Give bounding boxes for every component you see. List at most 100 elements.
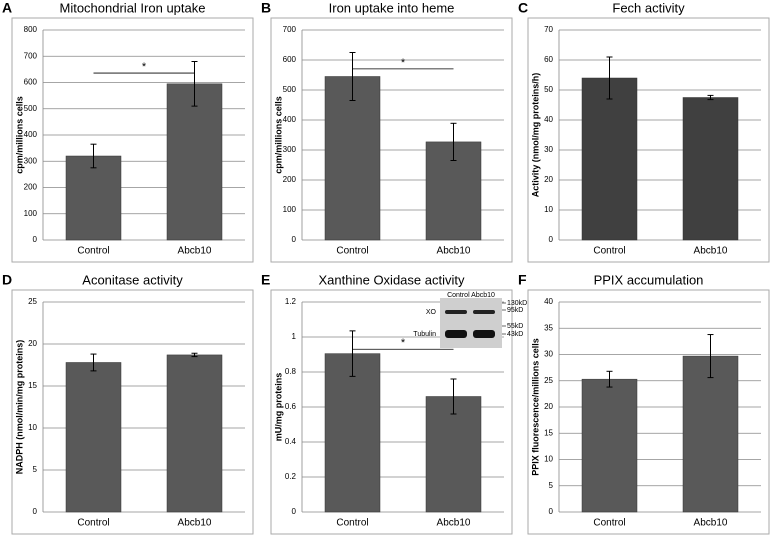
panel-frame <box>11 17 254 263</box>
y-tick-label: 10 <box>28 423 37 432</box>
y-axis-label: cpm/millions cells <box>14 96 24 174</box>
panel-letter: B <box>261 0 271 16</box>
marker-label: 130kD <box>507 300 527 307</box>
y-tick-label: 0 <box>292 235 297 244</box>
y-tick-label: 10 <box>544 455 553 464</box>
blot-label: XO <box>426 309 437 316</box>
y-axis-label: mU/mg proteins <box>273 373 283 442</box>
y-tick-label: 400 <box>283 115 297 124</box>
blot-header: Control Abcb10 <box>447 292 495 299</box>
y-tick-label: 5 <box>549 481 554 490</box>
y-tick-label: 0.2 <box>285 472 297 481</box>
x-tick-label: Control <box>593 246 625 257</box>
panel-letter: E <box>261 272 270 288</box>
y-tick-label: 40 <box>544 297 553 306</box>
blot-label: Tubulin <box>413 331 436 338</box>
panel: B Iron uptake into heme cpm/millions cells… <box>261 0 513 263</box>
chart-title: Iron uptake into heme <box>329 0 455 15</box>
y-axis-label: PPIX fluorescence/millions cells <box>530 338 540 476</box>
panel-frame <box>527 17 770 263</box>
y-tick-label: 0 <box>33 507 38 516</box>
panel-letter: D <box>2 272 12 288</box>
x-tick-label: Control <box>77 246 109 257</box>
y-tick-label: 200 <box>24 183 38 192</box>
significance-label: * <box>142 61 147 73</box>
y-tick-label: 0 <box>292 507 297 516</box>
x-tick-label: Control <box>593 518 625 529</box>
panel: C Fech activity Activity (nmol/mg proteins… <box>518 0 770 263</box>
bar <box>65 155 122 241</box>
y-tick-label: 700 <box>283 25 297 34</box>
significance-label: * <box>401 337 406 349</box>
panel: A Mitochondrial Iron uptake cpm/millions c… <box>2 0 254 263</box>
x-tick-label: Control <box>336 518 368 529</box>
y-axis-label: NADPH (nmol/min/mg proteins) <box>14 340 24 475</box>
y-tick-label: 0 <box>549 507 554 516</box>
y-tick-label: 25 <box>28 297 37 306</box>
y-tick-label: 20 <box>544 402 553 411</box>
panel: D Aconitase activity NADPH (nmol/min/mg pr… <box>2 272 254 535</box>
bar <box>581 77 638 241</box>
blot-background <box>440 298 502 348</box>
panel-frame <box>11 289 254 535</box>
x-tick-label: Control <box>336 246 368 257</box>
y-axis-label: cpm/millions cells <box>273 96 283 174</box>
y-tick-label: 40 <box>544 115 553 124</box>
significance-label: * <box>401 57 406 69</box>
panel-letter: A <box>2 0 12 16</box>
y-tick-label: 60 <box>544 55 553 64</box>
x-tick-label: Abcb10 <box>437 246 471 257</box>
chart-title: Fech activity <box>612 0 685 15</box>
y-tick-label: 0.4 <box>285 437 297 446</box>
blot-band <box>473 330 495 338</box>
bar <box>65 362 122 513</box>
panel: E Xanthine Oxidase activity mU/mg proteins… <box>261 272 527 535</box>
bar <box>324 76 381 241</box>
y-tick-label: 600 <box>283 55 297 64</box>
y-tick-label: 800 <box>24 25 38 34</box>
blot-band <box>445 310 467 314</box>
x-tick-label: Control <box>77 518 109 529</box>
y-tick-label: 15 <box>28 381 37 390</box>
blot-band <box>473 310 495 314</box>
y-tick-label: 500 <box>24 104 38 113</box>
panel-frame <box>527 289 770 535</box>
y-tick-label: 300 <box>24 156 38 165</box>
y-tick-label: 100 <box>283 205 297 214</box>
y-tick-label: 200 <box>283 175 297 184</box>
bar <box>682 355 739 513</box>
x-tick-label: Abcb10 <box>178 518 212 529</box>
y-tick-label: 0.6 <box>285 402 297 411</box>
blot-band <box>445 330 467 338</box>
chart-title: Xanthine Oxidase activity <box>319 272 465 287</box>
x-tick-label: Abcb10 <box>694 518 728 529</box>
y-tick-label: 70 <box>544 25 553 34</box>
y-tick-label: 1.2 <box>285 297 297 306</box>
y-tick-label: 100 <box>24 209 38 218</box>
y-tick-label: 0 <box>549 235 554 244</box>
y-tick-label: 15 <box>544 428 553 437</box>
y-tick-label: 35 <box>544 323 553 332</box>
y-tick-label: 10 <box>544 205 553 214</box>
bar <box>166 83 223 241</box>
panel-frame <box>270 289 513 535</box>
bar <box>425 396 482 513</box>
y-tick-label: 25 <box>544 376 553 385</box>
panel-frame <box>270 17 513 263</box>
marker-label: 43kD <box>507 331 523 338</box>
y-axis-label: Activity (nmol/mg proteins/h) <box>530 73 540 198</box>
y-tick-label: 30 <box>544 145 553 154</box>
chart-title: Aconitase activity <box>82 272 183 287</box>
y-tick-label: 400 <box>24 130 38 139</box>
bar <box>324 353 381 513</box>
x-tick-label: Abcb10 <box>694 246 728 257</box>
y-tick-label: 5 <box>33 465 38 474</box>
x-tick-label: Abcb10 <box>178 246 212 257</box>
bar <box>581 378 638 513</box>
panel-letter: F <box>518 272 527 288</box>
y-tick-label: 600 <box>24 78 38 87</box>
y-tick-label: 700 <box>24 51 38 60</box>
panel-letter: C <box>518 0 528 16</box>
y-tick-label: 50 <box>544 85 553 94</box>
